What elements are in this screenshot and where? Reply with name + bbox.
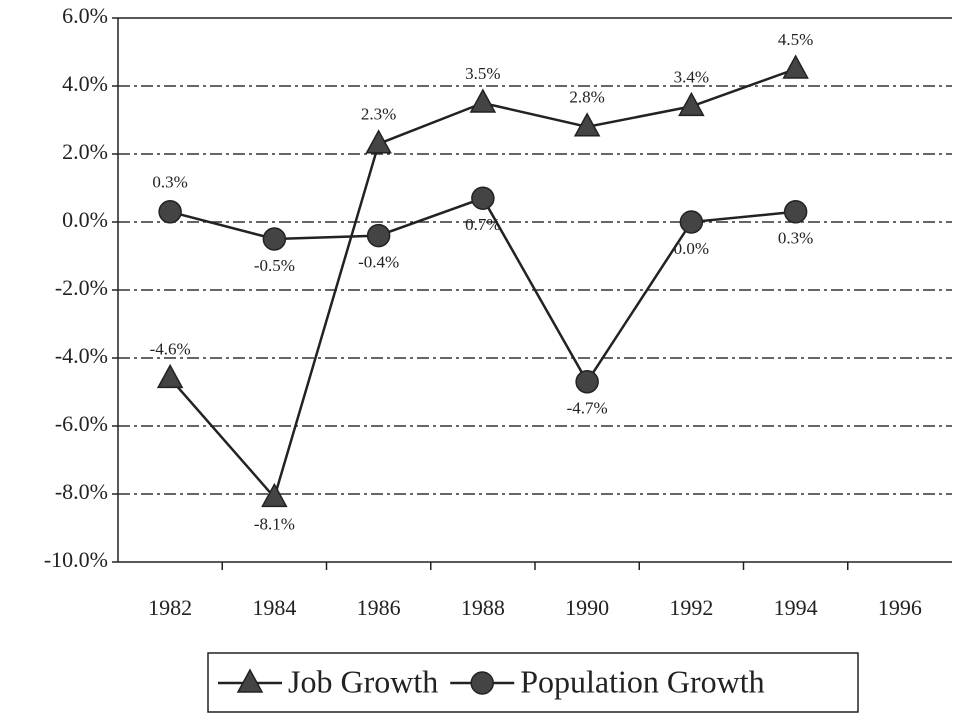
data-label: 2.3% xyxy=(361,105,396,124)
data-point xyxy=(678,91,705,117)
data-point xyxy=(469,88,497,113)
data-point xyxy=(158,200,182,224)
data-label: -8.1% xyxy=(254,514,295,533)
data-label: -4.7% xyxy=(567,399,608,418)
data-label: 2.8% xyxy=(569,88,604,107)
legend: Job Growth Population Growth xyxy=(207,652,859,713)
y-tick-label: -10.0% xyxy=(44,547,108,572)
y-tick-label: 2.0% xyxy=(62,139,108,164)
y-tick-label: 6.0% xyxy=(62,3,108,28)
data-label: -4.6% xyxy=(150,339,191,358)
x-tick-label: 1994 xyxy=(774,595,818,620)
data-point xyxy=(573,112,601,137)
y-tick-label: -6.0% xyxy=(55,411,108,436)
data-point xyxy=(575,370,599,394)
data-label: 0.7% xyxy=(465,215,500,234)
data-label: 0.0% xyxy=(674,239,709,258)
data-point xyxy=(156,363,184,389)
x-tick-label: 1982 xyxy=(148,595,192,620)
data-point xyxy=(262,227,287,251)
x-tick-label: 1984 xyxy=(252,595,296,620)
y-tick-label: -4.0% xyxy=(55,343,108,368)
x-tick-label: 1996 xyxy=(878,595,922,620)
legend-marker xyxy=(236,668,264,693)
y-tick-label: -2.0% xyxy=(55,275,108,300)
y-tick-label: 4.0% xyxy=(62,71,108,96)
x-tick-label: 1988 xyxy=(461,595,505,620)
y-tick-label: 0.0% xyxy=(62,207,108,232)
legend-label: Job Growth xyxy=(288,663,438,699)
data-label: 4.5% xyxy=(778,30,813,49)
data-point xyxy=(783,200,808,224)
data-label: 0.3% xyxy=(778,229,813,248)
data-point xyxy=(471,186,495,210)
y-tick-label: -8.0% xyxy=(55,479,108,504)
x-tick-label: 1990 xyxy=(565,595,609,620)
data-point xyxy=(261,482,288,508)
data-label: -0.4% xyxy=(358,253,399,272)
data-label: 3.4% xyxy=(674,67,709,86)
data-point xyxy=(365,129,392,154)
data-point xyxy=(366,223,391,248)
x-tick-label: 1986 xyxy=(357,595,401,620)
legend-box xyxy=(207,652,859,713)
x-tick-label: 1992 xyxy=(669,595,713,620)
data-point xyxy=(782,54,809,79)
data-label: 0.3% xyxy=(152,173,187,192)
data-label: -0.5% xyxy=(254,256,295,275)
legend-label: Population Growth xyxy=(520,663,764,699)
data-label: 3.5% xyxy=(465,64,500,83)
data-point xyxy=(679,210,704,234)
legend-marker xyxy=(470,671,494,695)
series-line xyxy=(169,67,797,500)
